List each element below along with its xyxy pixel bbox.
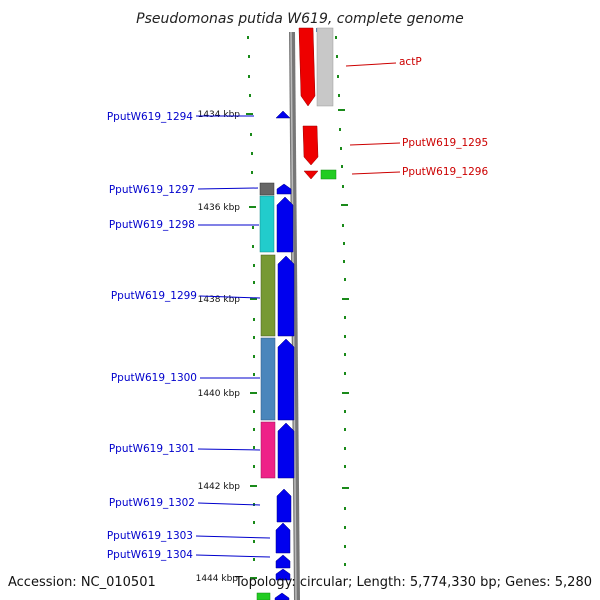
right-leader-lines xyxy=(345,62,401,175)
gene-1300-arrow xyxy=(277,338,295,421)
label-PputW619_1300[interactable]: PputW619_1300 xyxy=(111,372,197,384)
label-PputW619_1294[interactable]: PputW619_1294 xyxy=(107,111,193,123)
forward-strand-genes xyxy=(256,110,295,600)
kbp-marker-1440: 1440 kbp xyxy=(198,389,241,399)
gene-1302-arrow xyxy=(276,488,292,523)
gene-1296-arrow xyxy=(303,170,319,180)
label-actP[interactable]: actP xyxy=(399,56,422,68)
outer-tick-ring-right xyxy=(335,36,346,566)
label-PputW619_1301[interactable]: PputW619_1301 xyxy=(109,443,195,455)
gene-1298-arrow xyxy=(276,196,294,253)
gene-1296-cds xyxy=(320,169,337,180)
gene-1300-cds xyxy=(260,337,276,421)
gene-1295-arrow xyxy=(302,125,319,166)
gene-1299-arrow xyxy=(277,255,295,337)
gene-bottom-green-cds xyxy=(256,592,271,600)
topology-text: Topology: circular; Length: 5,774,330 bp… xyxy=(234,575,592,590)
kbp-marker-1442: 1442 kbp xyxy=(198,482,241,492)
kbp-marker-1444: 1444 kbp xyxy=(196,574,239,584)
kbp-marker-1438: 1438 kbp xyxy=(198,295,241,305)
map-title: Pseudomonas putida W619, complete genome xyxy=(136,11,464,27)
label-PputW619_1298[interactable]: PputW619_1298 xyxy=(109,219,195,231)
kbp-marker-1436: 1436 kbp xyxy=(198,203,241,213)
accession-text: Accession: NC_010501 xyxy=(8,575,156,590)
label-PputW619_1297[interactable]: PputW619_1297 xyxy=(109,184,195,196)
gene-1297-arrow xyxy=(276,183,292,195)
gene-1304b-arrow xyxy=(275,568,291,581)
left-leader-lines xyxy=(195,115,271,558)
gene-1301-arrow xyxy=(277,422,295,479)
gene-1299-cds xyxy=(260,254,276,337)
label-PputW619_1299[interactable]: PputW619_1299 xyxy=(111,290,197,302)
gene-actP-arrow xyxy=(298,27,316,107)
gene-1298-cds xyxy=(259,195,275,253)
kbp-marker-1434: 1434 kbp xyxy=(198,110,241,120)
label-PputW619_1304[interactable]: PputW619_1304 xyxy=(107,549,193,561)
gene-1304-arrow xyxy=(275,554,291,569)
label-PputW619_1295[interactable]: PputW619_1295 xyxy=(402,137,488,149)
gene-1297-cds xyxy=(259,182,275,196)
gene-1301-cds xyxy=(260,421,276,479)
label-PputW619_1296[interactable]: PputW619_1296 xyxy=(402,166,488,178)
major-ticks xyxy=(246,109,349,579)
gene-bottom-arrow xyxy=(274,592,290,600)
label-PputW619_1302[interactable]: PputW619_1302 xyxy=(109,497,195,509)
reverse-strand-genes xyxy=(298,27,337,180)
outer-tick-ring-left xyxy=(247,36,255,561)
gene-1303-arrow xyxy=(275,522,291,554)
label-PputW619_1303[interactable]: PputW619_1303 xyxy=(107,530,193,542)
gene-actP-cds xyxy=(316,27,334,107)
gene-1294-arrow xyxy=(275,110,291,119)
